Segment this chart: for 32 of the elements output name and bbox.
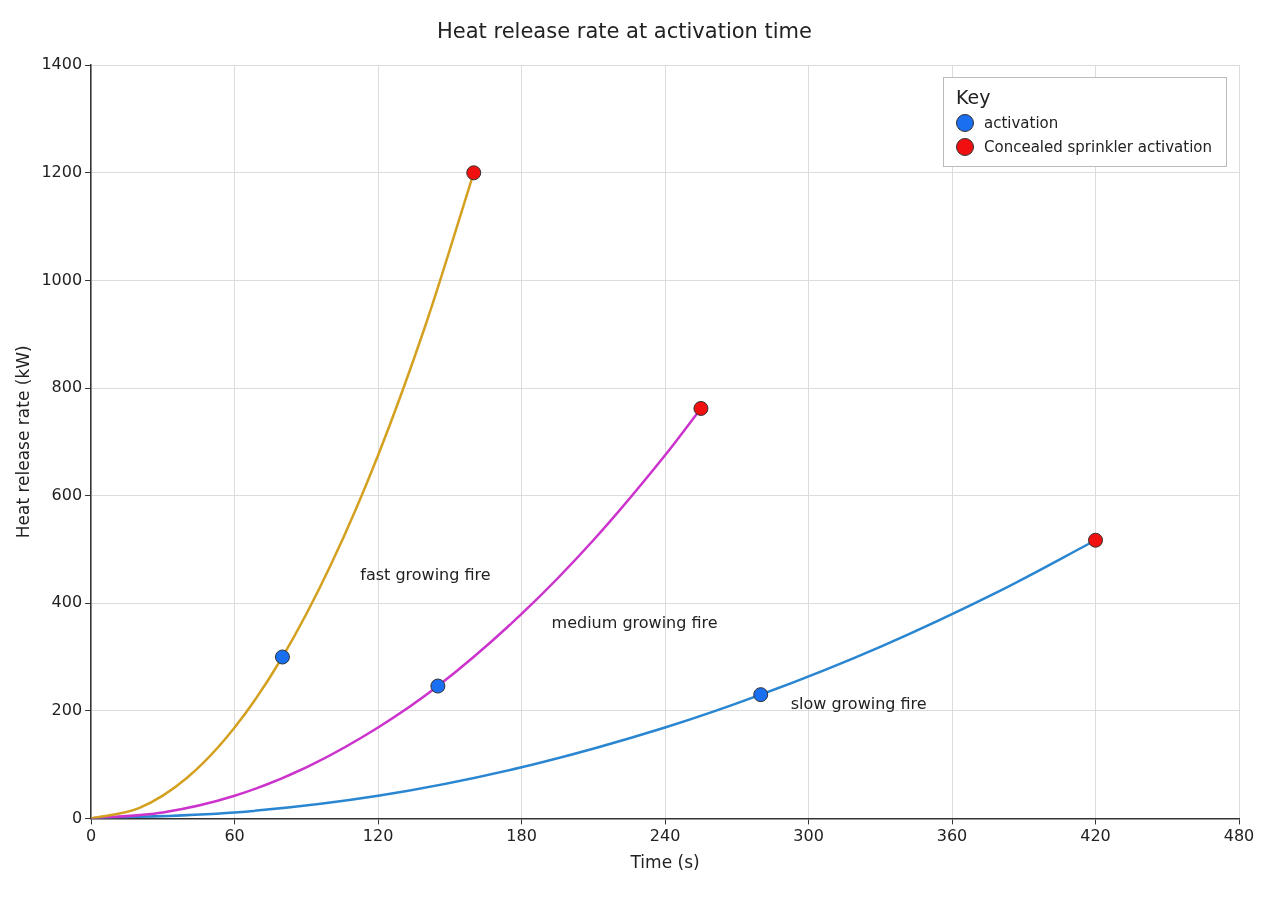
- x-tick-label: 0: [86, 826, 97, 846]
- point: [693, 400, 709, 416]
- point: [753, 687, 769, 703]
- x-tick-label: 300: [793, 826, 824, 846]
- legend-label: activation: [984, 114, 1059, 133]
- y-tick-label: 0: [71, 807, 83, 827]
- point: [1088, 532, 1104, 548]
- legend-label: Concealed sprinkler activation: [984, 138, 1212, 157]
- y-tick-label: 800: [51, 377, 83, 397]
- y-tick-label: 1400: [41, 54, 83, 74]
- x-tick-label: 120: [362, 826, 394, 846]
- x-tick-label: 480: [1223, 826, 1255, 846]
- point: [466, 165, 482, 181]
- y-tick-label: 600: [51, 484, 83, 504]
- y-tick-label: 1000: [41, 269, 83, 289]
- chart-title: Heat release rate at activation time: [437, 19, 812, 44]
- series-label: fast growing fire: [360, 565, 491, 585]
- x-tick-label: 180: [506, 826, 537, 846]
- x-tick-label: 60: [224, 826, 245, 846]
- point: [430, 678, 446, 694]
- series-label: slow growing fire: [790, 693, 927, 713]
- x-tick-label: 420: [1080, 826, 1111, 846]
- x-tick-label: 240: [649, 826, 681, 846]
- y-axis-title: Heat release rate (kW): [12, 345, 33, 539]
- legend-title: Key: [956, 86, 992, 109]
- x-axis-title: Time (s): [629, 852, 700, 873]
- y-tick-label: 400: [51, 592, 83, 612]
- series-label: medium growing fire: [551, 613, 718, 633]
- y-tick-label: 1200: [41, 161, 83, 181]
- y-tick-label: 200: [51, 699, 83, 719]
- x-tick-label: 360: [936, 826, 968, 846]
- point: [274, 649, 290, 665]
